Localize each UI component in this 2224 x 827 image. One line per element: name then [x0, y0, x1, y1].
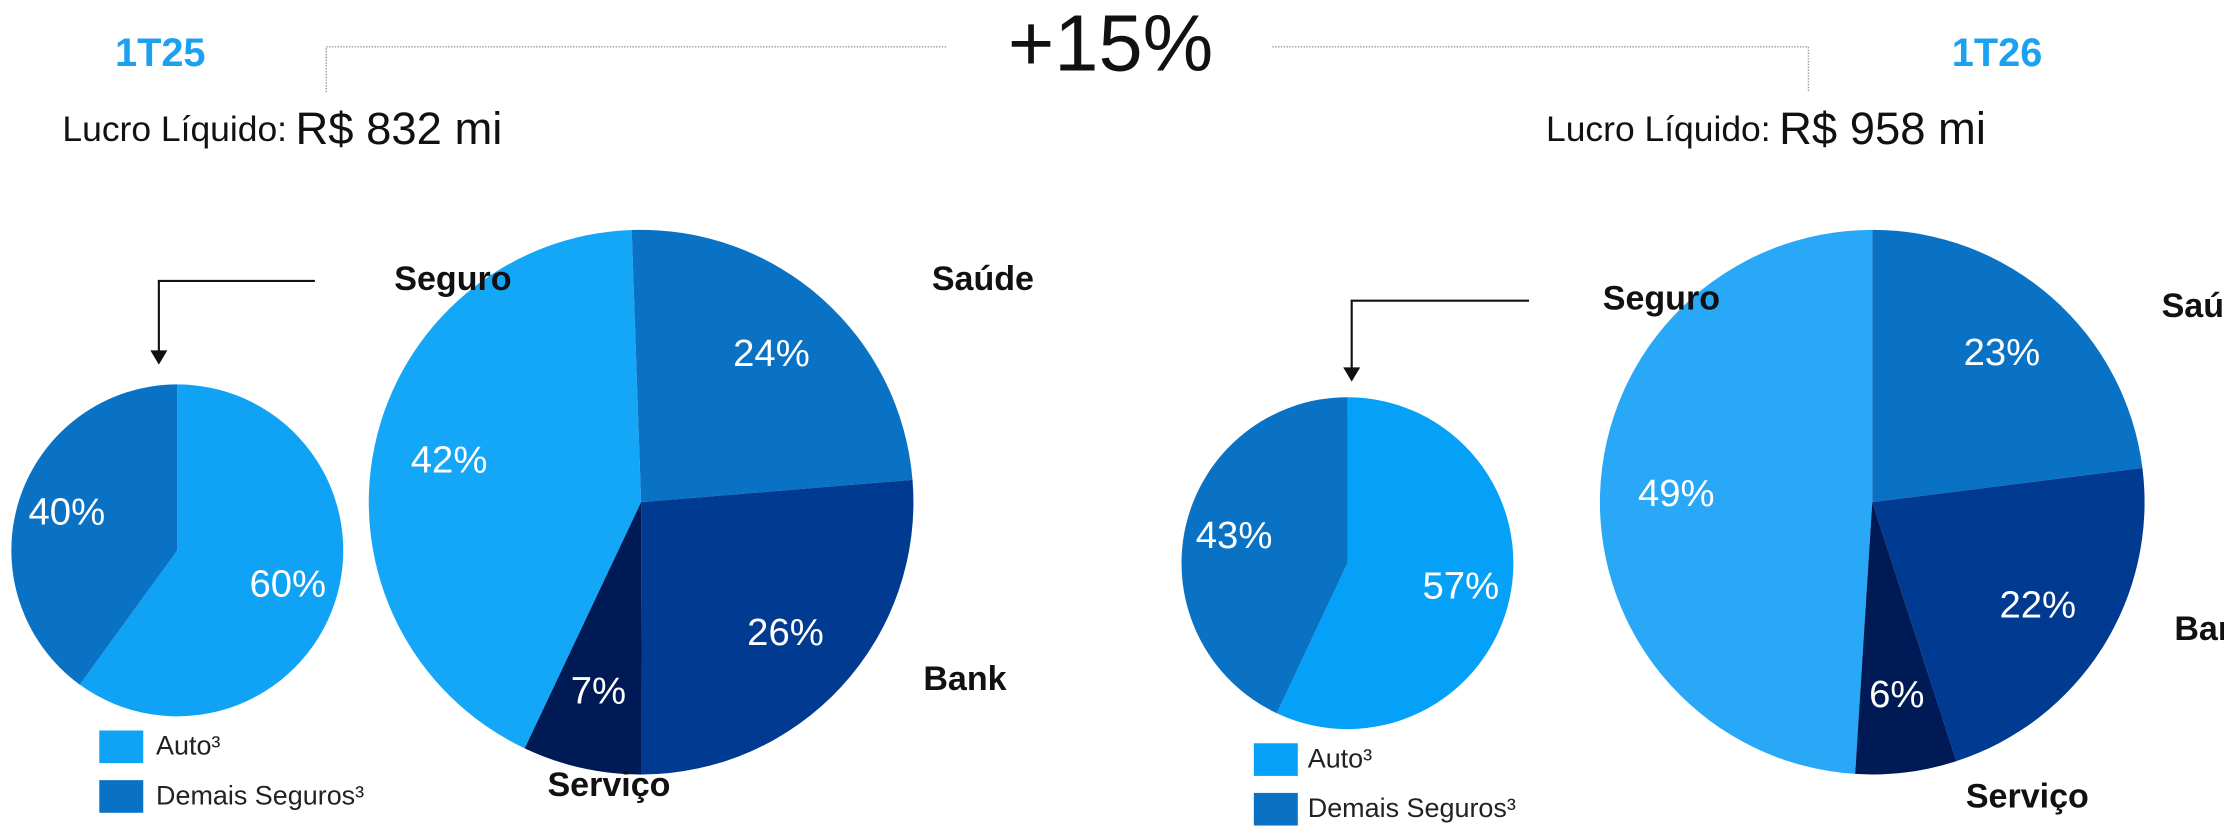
pie-slice [1855, 502, 1957, 775]
metric-value: R$ 832 mi [296, 103, 503, 154]
slice-label: 26% [747, 611, 824, 654]
pie-slice [1872, 229, 2143, 503]
pie-slice [524, 502, 642, 775]
period-label: 1T25 [115, 31, 206, 75]
pie-slice [1276, 397, 1514, 730]
legend-label: Demais Seguros³ [1308, 793, 1516, 823]
slice-label: 42% [411, 439, 488, 482]
pie-slice [1181, 397, 1348, 714]
pie-slice [79, 384, 344, 717]
period-label: 1T26 [1952, 31, 2043, 75]
metric-label: Lucro Líquido: [62, 109, 287, 149]
legend-label: Demais Seguros³ [156, 780, 364, 810]
category-label: Seguro [1603, 280, 1720, 318]
slice-label: 43% [1196, 514, 1273, 557]
category-label: Saúde [2162, 287, 2224, 325]
pie-slice [641, 479, 914, 775]
change: +15% [1008, 0, 1213, 88]
legend-swatch [1253, 743, 1298, 776]
category-label: Serviço [1966, 778, 2089, 816]
arrow-head [150, 350, 168, 365]
metric: Lucro Líquido: R$ 958 mi [1546, 103, 1986, 154]
category-label: Saúde [932, 260, 1034, 298]
slice-label: 24% [733, 332, 810, 375]
legend-label: Auto³ [156, 731, 220, 761]
slice-label: 49% [1638, 472, 1715, 515]
pie-slice [1872, 468, 2145, 762]
category-label: Seguro [394, 260, 511, 298]
slice-label: 22% [1999, 583, 2076, 626]
arrow [1350, 299, 1529, 372]
arrow [157, 279, 315, 355]
slice-label: 60% [249, 562, 326, 605]
slice-label: 7% [571, 670, 626, 713]
pie-slice [1599, 229, 1873, 774]
slice-label: 40% [29, 491, 106, 534]
slice-label: 6% [1869, 673, 1924, 716]
legend-swatch [99, 730, 144, 764]
metric-label: Lucro Líquido: [1546, 109, 1771, 149]
metric-value: R$ 958 mi [1779, 103, 1986, 154]
metric: Lucro Líquido: R$ 832 mi [62, 103, 502, 154]
pie-slice [631, 229, 913, 503]
legend-swatch [1253, 792, 1298, 826]
legend-label: Auto³ [1308, 743, 1372, 773]
arrow-head [1343, 367, 1361, 382]
legend-swatch [99, 780, 144, 813]
category-label: Serviço [547, 766, 670, 804]
pie-slice [11, 384, 178, 685]
category-label: Bank [923, 660, 1006, 698]
slice-label: 57% [1423, 565, 1500, 608]
pie-slice [368, 229, 642, 749]
slice-label: 23% [1964, 331, 2041, 374]
category-label: Bank [2174, 610, 2224, 648]
